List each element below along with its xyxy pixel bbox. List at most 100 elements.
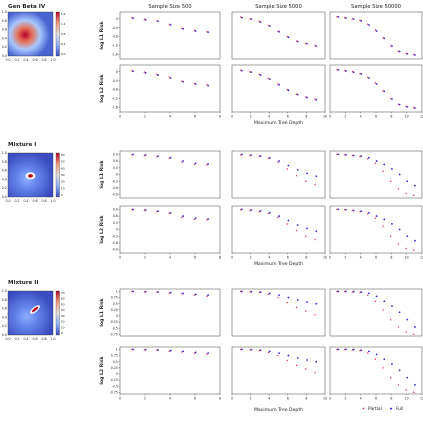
partial-point bbox=[131, 290, 133, 293]
colorbar-tick: 0.0 bbox=[61, 52, 66, 56]
ytick-label: 0 bbox=[116, 228, 118, 232]
partial-point bbox=[405, 52, 407, 55]
full-point bbox=[296, 93, 299, 96]
full-point bbox=[194, 30, 197, 32]
full-point bbox=[259, 74, 262, 76]
xtick-label: 4 bbox=[360, 115, 362, 119]
legend-full-marker bbox=[390, 407, 392, 410]
full-point bbox=[250, 209, 253, 211]
full-point bbox=[296, 40, 299, 43]
xtick-label: 0 bbox=[231, 397, 233, 401]
partial-point bbox=[295, 306, 298, 308]
heatmap-ytick: 0.0 bbox=[2, 195, 7, 199]
partial-point bbox=[143, 18, 146, 20]
dataset-block-2: Mixture II 0.0 0.2 0.4 0.6 0.8 1.0 0.0 0.2 0.4 0.6… bbox=[2, 280, 423, 413]
risk-panel bbox=[329, 288, 423, 337]
full-point bbox=[278, 160, 280, 162]
partial-point bbox=[359, 210, 361, 213]
partial-point bbox=[336, 208, 338, 210]
partial-point bbox=[143, 154, 146, 157]
heatmap-ytick: 0.6 bbox=[2, 307, 7, 311]
partial-point bbox=[343, 69, 346, 72]
partial-point bbox=[351, 290, 354, 293]
partial-point bbox=[382, 89, 384, 92]
full-point bbox=[414, 384, 416, 386]
full-point bbox=[406, 52, 409, 55]
xtick-label: 8 bbox=[390, 256, 392, 260]
xtick-label: 6 bbox=[287, 256, 289, 260]
xtick-label: 6 bbox=[287, 397, 289, 401]
full-point bbox=[132, 208, 135, 211]
partial-point bbox=[193, 218, 196, 221]
full-point bbox=[360, 73, 363, 75]
heatmap-xtick: 0.2 bbox=[14, 58, 19, 62]
full-point bbox=[306, 301, 308, 303]
ytick-label: -0.6 bbox=[112, 241, 118, 245]
heatmap-xtick: 1.0 bbox=[50, 58, 55, 62]
full-point bbox=[132, 70, 135, 73]
full-point bbox=[352, 348, 355, 351]
colorbar bbox=[55, 290, 60, 336]
full-point bbox=[207, 352, 210, 355]
xtick-label: 2 bbox=[250, 397, 252, 401]
ytick-label: -0.9 bbox=[112, 248, 118, 252]
legend: Partial Full bbox=[362, 406, 404, 412]
risk-ylabel: log L2 Risk bbox=[99, 73, 105, 102]
xtick-label: 10 bbox=[405, 256, 409, 260]
full-point bbox=[296, 224, 299, 226]
full-point bbox=[398, 228, 401, 231]
ytick-label: -0.25 bbox=[110, 378, 118, 382]
risk-ylabel: log L1 Risk bbox=[99, 20, 105, 49]
ytick-label: -0.3 bbox=[112, 179, 118, 183]
partial-point bbox=[314, 238, 316, 241]
full-point bbox=[315, 360, 318, 363]
full-point bbox=[182, 27, 185, 30]
full-point bbox=[194, 293, 197, 296]
colorbar-tick: 40 bbox=[61, 166, 65, 170]
full-point bbox=[287, 219, 290, 222]
colorbar-tick: 10 bbox=[61, 186, 65, 190]
partial-point bbox=[366, 76, 369, 78]
partial-point bbox=[206, 218, 208, 221]
partial-point bbox=[366, 23, 369, 25]
full-point bbox=[375, 30, 378, 32]
full-point bbox=[375, 215, 378, 217]
partial-point bbox=[405, 192, 407, 195]
risk-panel: 0.90.60.30-0.3-0.6-0.90 2 4 6 8 bbox=[112, 205, 221, 260]
xtick-label: 8 bbox=[219, 256, 221, 260]
partial-point bbox=[181, 161, 183, 163]
heatmap-xtick: 0.4 bbox=[23, 337, 28, 341]
colorbar-tick: 30 bbox=[61, 314, 65, 318]
xtick-label: 2 bbox=[344, 256, 346, 260]
colorbar-tick: 0 bbox=[61, 193, 63, 197]
full-point bbox=[375, 83, 378, 85]
partial-point bbox=[359, 19, 361, 22]
heatmap-ytick: 0.2 bbox=[2, 324, 7, 328]
partial-point bbox=[389, 376, 392, 379]
full-point bbox=[383, 218, 386, 221]
panel-frame bbox=[119, 288, 221, 337]
ytick-label: 0.3 bbox=[113, 166, 118, 170]
partial-point bbox=[206, 30, 208, 33]
ytick-label: -0.6 bbox=[112, 186, 118, 190]
full-point bbox=[368, 292, 370, 295]
partial-point bbox=[258, 155, 261, 158]
heatmap-ytick: 1.0 bbox=[2, 151, 7, 155]
full-point bbox=[391, 45, 393, 47]
full-point bbox=[144, 18, 147, 21]
heatmap-ytick: 0.4 bbox=[2, 177, 7, 181]
ytick-label: 0 bbox=[116, 70, 118, 74]
xtick-label: 6 bbox=[287, 115, 289, 119]
panel-frame bbox=[231, 11, 326, 60]
full-point bbox=[241, 208, 243, 211]
partial-point bbox=[286, 88, 289, 91]
full-point bbox=[259, 291, 262, 294]
partial-point bbox=[131, 348, 133, 351]
full-point bbox=[360, 349, 363, 352]
partial-point bbox=[156, 19, 158, 22]
ytick-label: 0.6 bbox=[113, 159, 118, 163]
xtick-label: 4 bbox=[360, 256, 362, 260]
xtick-label: 10 bbox=[323, 397, 327, 401]
full-point bbox=[268, 78, 271, 80]
